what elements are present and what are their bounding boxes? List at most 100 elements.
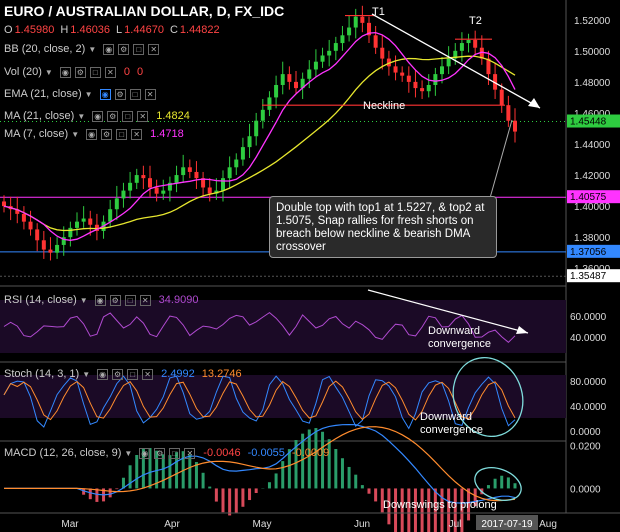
arrow-head bbox=[516, 326, 528, 334]
gear-icon[interactable]: ⚙ bbox=[114, 88, 126, 100]
stoch-d-line bbox=[3, 380, 516, 421]
label-neckline: Neckline bbox=[363, 100, 406, 112]
gear-icon[interactable]: ⚙ bbox=[107, 110, 119, 122]
price-tick-label: 1.50000 bbox=[574, 47, 611, 58]
square-icon[interactable]: □ bbox=[129, 88, 141, 100]
rsi-tick-label: 60.0000 bbox=[570, 312, 607, 323]
candle-body bbox=[406, 75, 411, 82]
candle-body bbox=[75, 221, 79, 228]
square-icon[interactable]: □ bbox=[133, 43, 145, 55]
indicator-ema-label: EMA (21, close) bbox=[4, 88, 82, 100]
candle-body bbox=[413, 81, 418, 89]
ohlc-value: 1.45980 bbox=[14, 24, 55, 36]
rsi-value: 34.9090 bbox=[158, 294, 199, 306]
stoch-tick-label: 40.0000 bbox=[570, 402, 607, 413]
indicator-ma21[interactable]: MA (21, close) ▼ ◉ ⚙ □ ✕ 1.4824 bbox=[4, 110, 190, 122]
eye-icon[interactable]: ◉ bbox=[86, 128, 98, 140]
rsi-legend[interactable]: RSI (14, close) ▼ ◉ ⚙ □ ✕ 34.9090 bbox=[4, 294, 198, 306]
candle-body bbox=[360, 16, 365, 23]
price-tick-label: 1.52000 bbox=[574, 16, 611, 27]
gear-icon[interactable]: ⚙ bbox=[112, 368, 124, 380]
vol-value-1: 0 bbox=[123, 66, 130, 78]
ma21-line bbox=[3, 55, 516, 232]
candle-body bbox=[327, 50, 332, 56]
close-icon[interactable]: ✕ bbox=[137, 110, 149, 122]
square-icon[interactable]: □ bbox=[116, 128, 128, 140]
close-icon[interactable]: ✕ bbox=[139, 294, 151, 306]
indicator-ema[interactable]: EMA (21, close) ▼ ◉ ⚙ □ ✕ bbox=[4, 88, 157, 100]
price-tick-label: 1.42000 bbox=[574, 171, 611, 182]
candle-body bbox=[41, 240, 46, 250]
candle-body bbox=[247, 136, 252, 148]
stoch-highlight bbox=[452, 357, 524, 437]
close-icon[interactable]: ✕ bbox=[131, 128, 143, 140]
rsi-divergence-arrow bbox=[367, 289, 529, 334]
price-tick-label: 1.44000 bbox=[574, 140, 611, 151]
chevron-down-icon[interactable]: ▼ bbox=[88, 44, 97, 54]
gear-icon[interactable]: ⚙ bbox=[101, 128, 113, 140]
candle-body bbox=[433, 74, 438, 85]
candle-body bbox=[513, 120, 517, 132]
square-icon[interactable]: □ bbox=[127, 368, 139, 380]
eye-icon[interactable]: ◉ bbox=[97, 368, 109, 380]
indicator-ma7[interactable]: MA (7, close) ▼ ◉ ⚙ □ ✕ 1.4718 bbox=[4, 128, 184, 140]
eye-icon[interactable]: ◉ bbox=[139, 447, 151, 459]
close-icon[interactable]: ✕ bbox=[148, 43, 160, 55]
candle-body bbox=[367, 22, 371, 36]
close-icon[interactable]: ✕ bbox=[184, 447, 196, 459]
price-tick-label: 1.46000 bbox=[574, 109, 611, 120]
trend-arrow bbox=[371, 13, 541, 109]
candle-body bbox=[21, 213, 26, 222]
eye-icon[interactable]: ◉ bbox=[92, 110, 104, 122]
gear-icon[interactable]: ⚙ bbox=[109, 294, 121, 306]
chevron-down-icon[interactable]: ▼ bbox=[82, 369, 91, 379]
indicator-bb[interactable]: BB (20, close, 2) ▼ ◉ ⚙ □ ✕ bbox=[4, 43, 160, 55]
indicator-vol[interactable]: Vol (20) ▼ ◉ ⚙ □ ✕ 0 0 bbox=[4, 66, 143, 78]
candle-body bbox=[393, 66, 398, 73]
close-icon[interactable]: ✕ bbox=[104, 66, 116, 78]
ohlc-value: 1.44822 bbox=[179, 24, 220, 36]
candle-body bbox=[161, 190, 166, 194]
rsi-divergence-label: Downward convergence bbox=[428, 325, 491, 350]
candle-body bbox=[446, 58, 451, 67]
candle-body bbox=[459, 43, 464, 51]
chevron-down-icon[interactable]: ▼ bbox=[79, 295, 88, 305]
close-icon[interactable]: ✕ bbox=[144, 88, 156, 100]
eye-icon[interactable]: ◉ bbox=[99, 88, 111, 100]
eye-icon[interactable]: ◉ bbox=[103, 43, 115, 55]
price-tag bbox=[567, 190, 620, 204]
time-tick-label: 2017-07-19 bbox=[481, 519, 533, 530]
label-t2: T2 bbox=[469, 15, 482, 27]
price-tag-label: 1.37056 bbox=[570, 247, 607, 258]
macd-tick-label: 0.0000 bbox=[570, 484, 601, 495]
candle-body bbox=[287, 74, 292, 82]
stoch-legend[interactable]: Stoch (14, 3, 1) ▼ ◉ ⚙ □ ✕ 2.4992 13.2746 bbox=[4, 368, 242, 380]
square-icon[interactable]: □ bbox=[124, 294, 136, 306]
time-tick-label: Jul bbox=[449, 519, 462, 530]
chevron-down-icon[interactable]: ▼ bbox=[84, 89, 93, 99]
gear-icon[interactable]: ⚙ bbox=[118, 43, 130, 55]
square-icon[interactable]: □ bbox=[169, 447, 181, 459]
gear-icon[interactable]: ⚙ bbox=[154, 447, 166, 459]
indicator-vol-label: Vol (20) bbox=[4, 66, 42, 78]
ohlc-key: O bbox=[4, 24, 13, 36]
candle-body bbox=[68, 227, 73, 238]
chevron-down-icon[interactable]: ▼ bbox=[77, 111, 86, 121]
eye-icon[interactable]: ◉ bbox=[94, 294, 106, 306]
indicator-ma21-label: MA (21, close) bbox=[4, 110, 75, 122]
gear-icon[interactable]: ⚙ bbox=[74, 66, 86, 78]
chevron-down-icon[interactable]: ▼ bbox=[44, 67, 53, 77]
candle-body bbox=[148, 178, 152, 188]
square-icon[interactable]: □ bbox=[89, 66, 101, 78]
macd-legend[interactable]: MACD (12, 26, close, 9) ▼ ◉ ⚙ □ ✕ -0.0046 -0… bbox=[4, 447, 329, 459]
eye-icon[interactable]: ◉ bbox=[59, 66, 71, 78]
chevron-down-icon[interactable]: ▼ bbox=[124, 448, 133, 458]
ohlc-readout: O 1.45980 H 1.46036 L 1.44670 C 1.44822 bbox=[4, 24, 226, 36]
candle-body bbox=[114, 198, 119, 210]
close-icon[interactable]: ✕ bbox=[142, 368, 154, 380]
square-icon[interactable]: □ bbox=[122, 110, 134, 122]
arrow-head bbox=[528, 98, 540, 108]
rsi-line bbox=[3, 311, 516, 343]
candle-body bbox=[320, 55, 325, 62]
chevron-down-icon[interactable]: ▼ bbox=[71, 129, 80, 139]
